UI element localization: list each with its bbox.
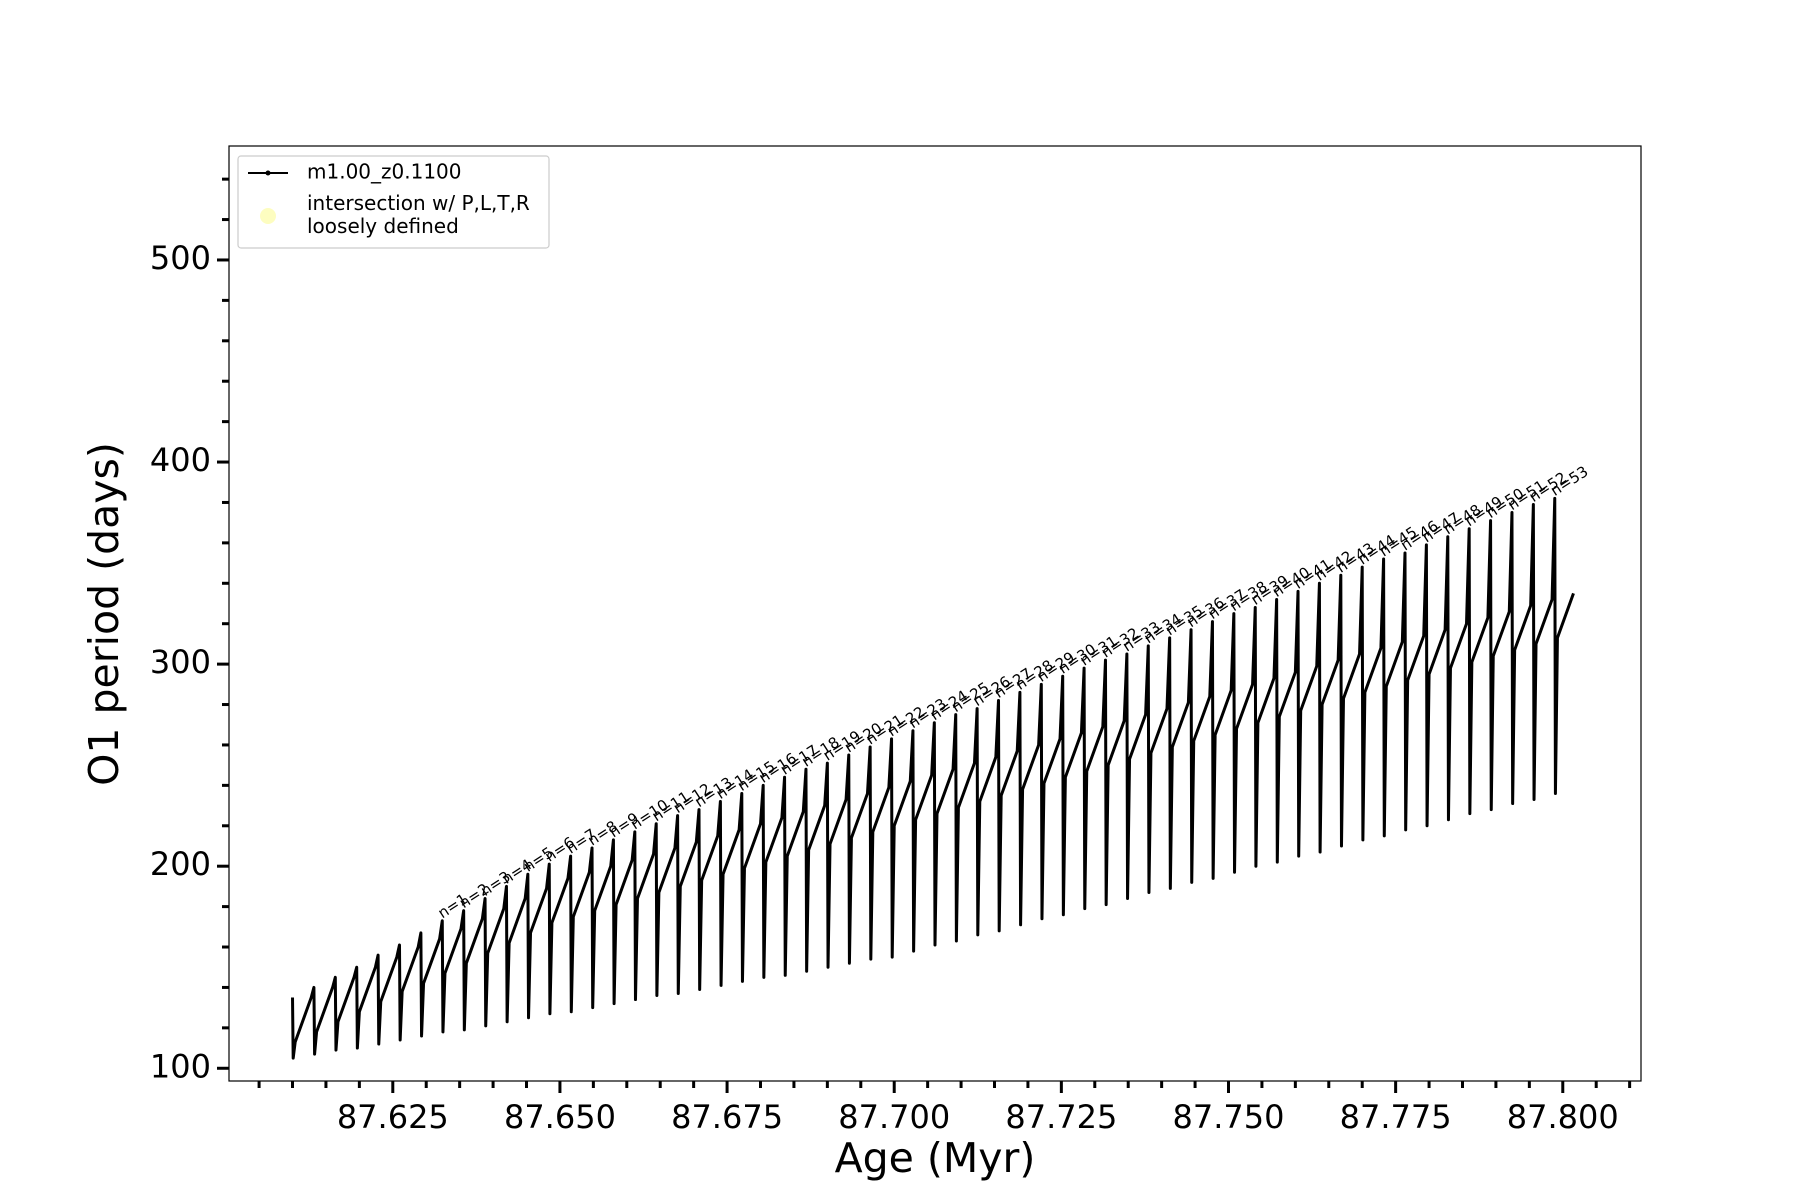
x-tick-label: 87.750 (1173, 1098, 1285, 1136)
legend-marker (260, 208, 276, 224)
legend-label: intersection w/ P,L,T,R loosely defined (307, 191, 530, 238)
x-tick-label: 87.800 (1507, 1098, 1619, 1136)
y-tick-label: 200 (150, 845, 211, 883)
x-axis-label: Age (Myr) (835, 1134, 1036, 1182)
plot-frame (228, 145, 1642, 1082)
legend-label: m1.00_z0.1100 (307, 160, 462, 184)
x-tick-label: 87.700 (838, 1098, 950, 1136)
x-tick-label: 87.725 (1005, 1098, 1117, 1136)
x-tick-label: 87.650 (504, 1098, 616, 1136)
x-tick-label: 87.675 (671, 1098, 783, 1136)
y-tick-label: 400 (150, 441, 211, 479)
series-line (291, 496, 1575, 1060)
legend-label-line: loosely defined (307, 214, 459, 238)
legend-box (237, 155, 550, 249)
legend-marker (265, 170, 271, 176)
y-tick-label: 300 (150, 643, 211, 681)
legend-label-line: intersection w/ P,L,T,R (307, 191, 530, 215)
y-axis-label: O1 period (days) (80, 442, 128, 786)
y-tick-label: 100 (150, 1047, 211, 1085)
x-tick-label: 87.775 (1340, 1098, 1452, 1136)
y-tick-label: 500 (150, 239, 211, 277)
x-tick-label: 87.625 (337, 1098, 449, 1136)
